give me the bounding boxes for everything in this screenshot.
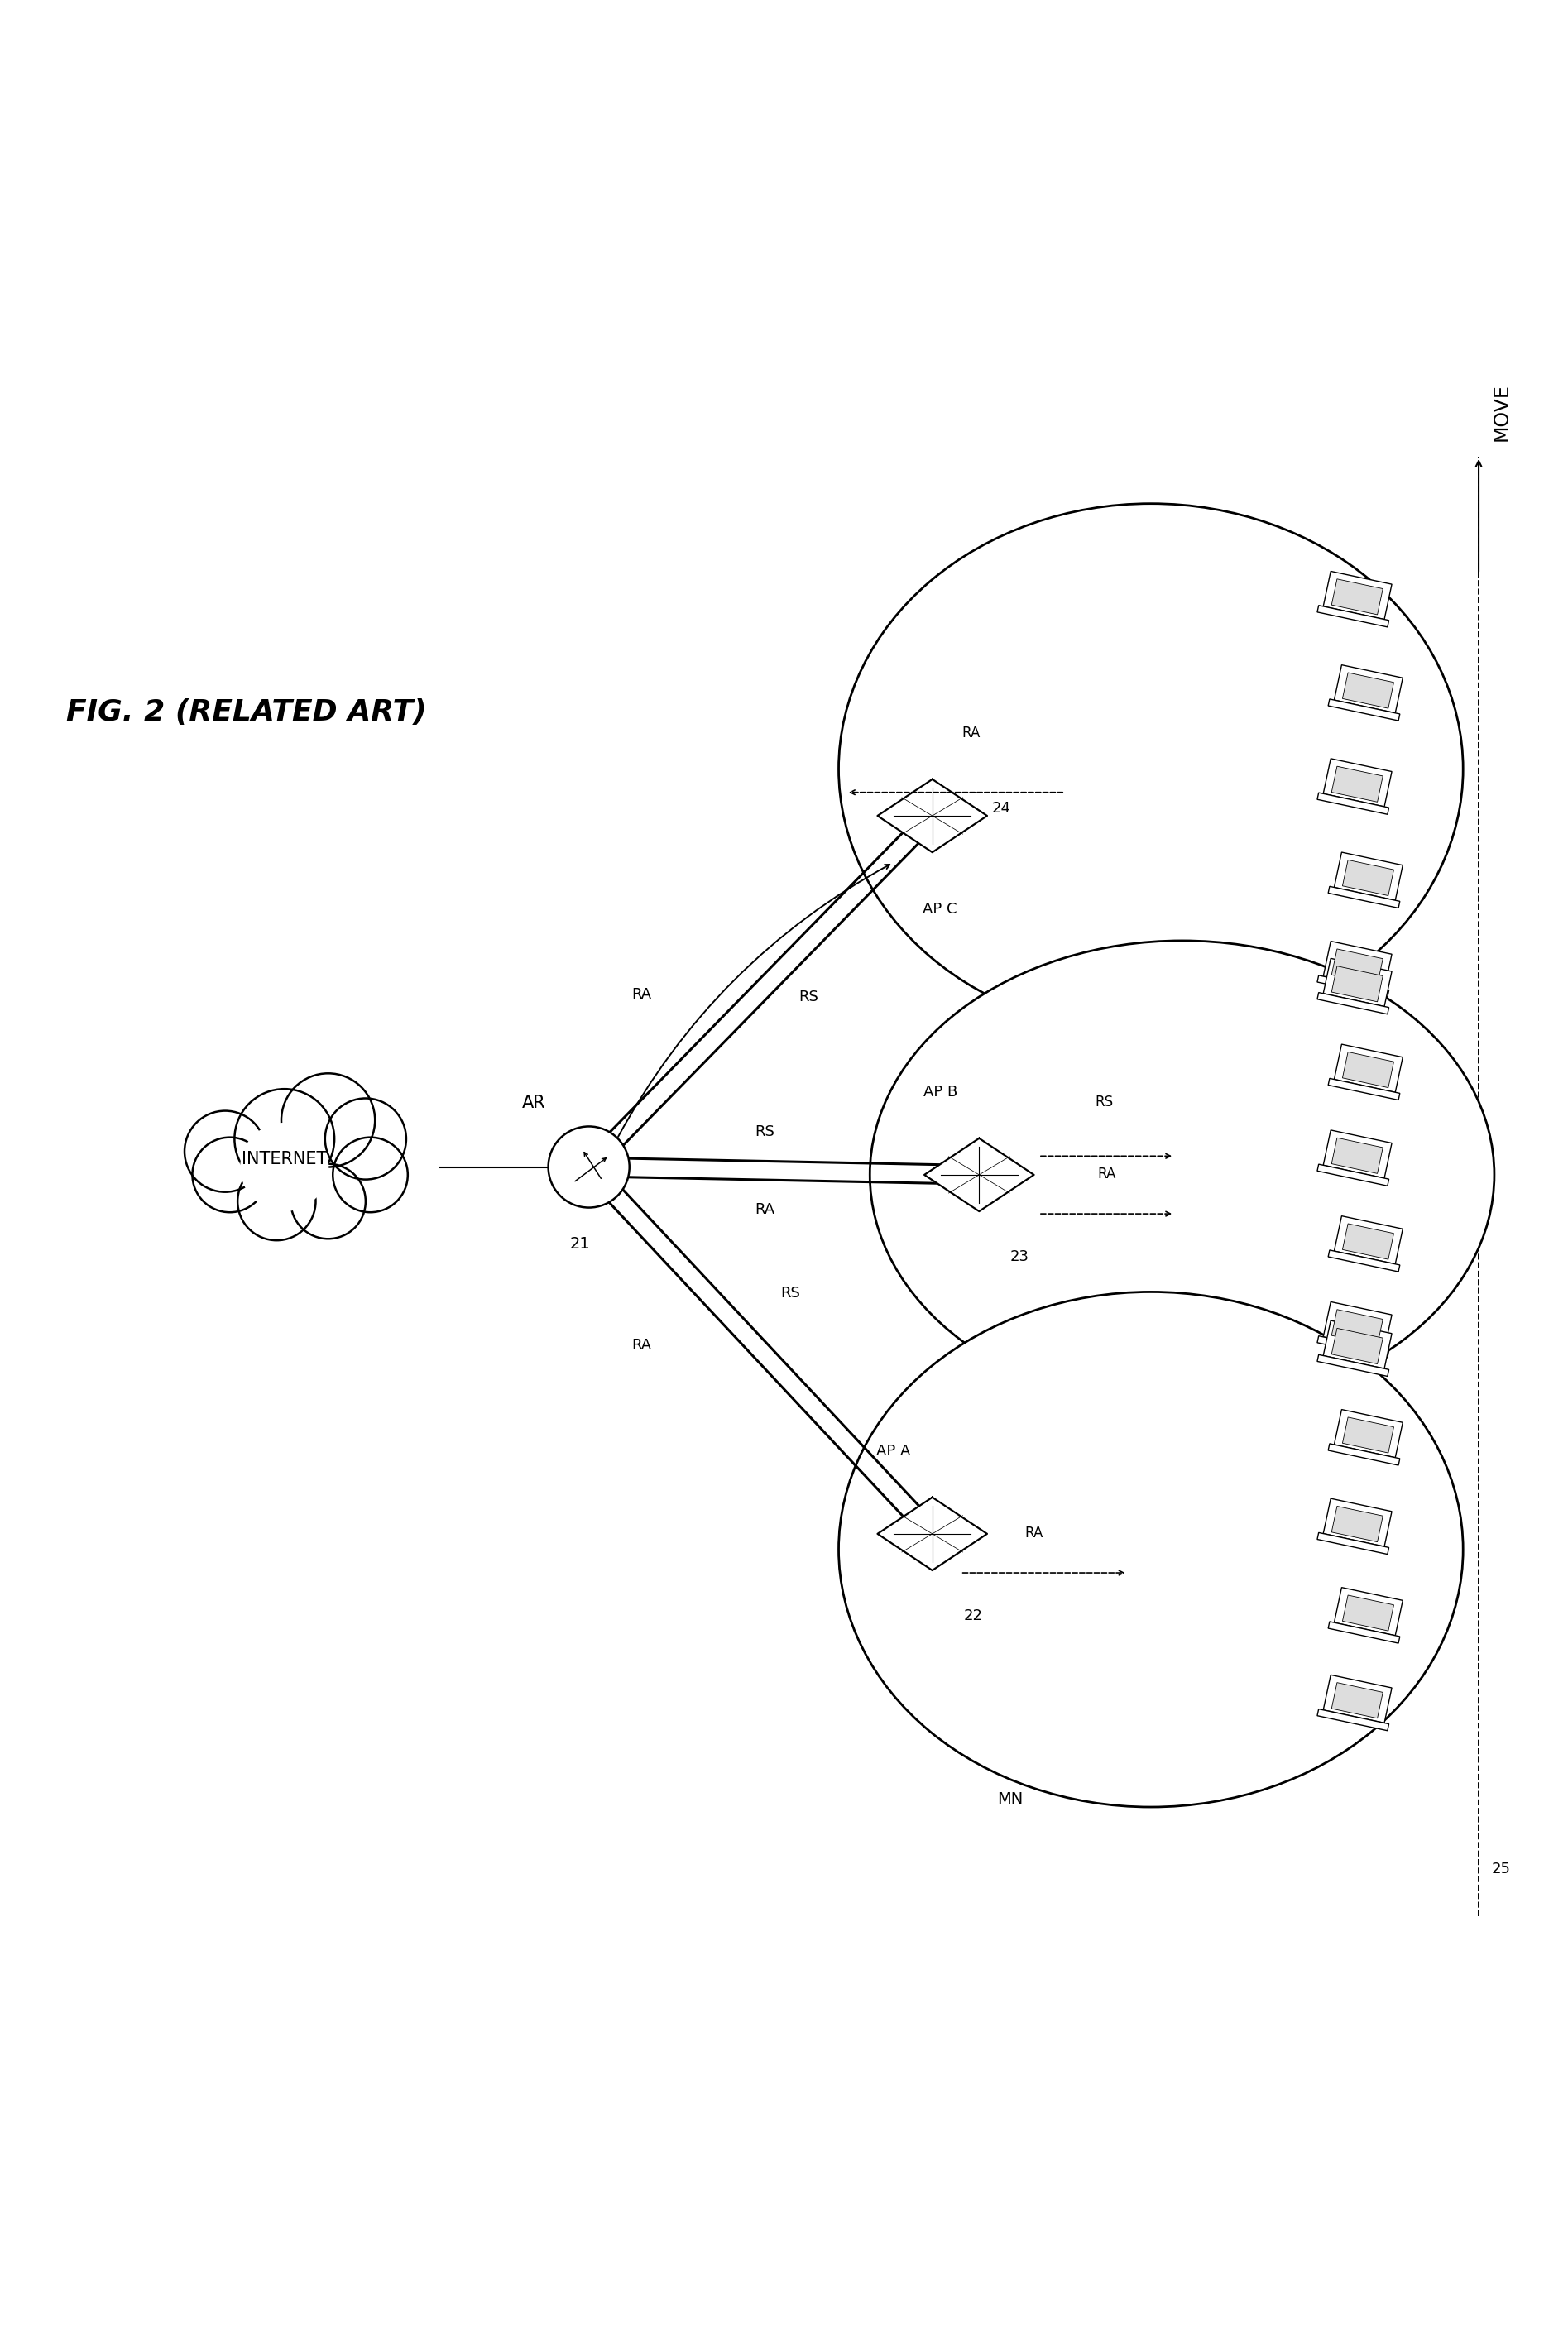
Polygon shape — [1334, 852, 1403, 901]
Text: RS: RS — [1094, 1095, 1113, 1109]
Polygon shape — [1323, 941, 1392, 990]
Polygon shape — [1334, 1410, 1403, 1459]
Polygon shape — [1323, 572, 1392, 619]
Polygon shape — [1323, 1321, 1392, 1368]
Ellipse shape — [839, 504, 1463, 1034]
Polygon shape — [1331, 950, 1383, 985]
Text: INTERNET: INTERNET — [241, 1151, 328, 1167]
Polygon shape — [1328, 700, 1400, 721]
Polygon shape — [1342, 1417, 1394, 1452]
Polygon shape — [1342, 1223, 1394, 1260]
Polygon shape — [1317, 1335, 1389, 1358]
Circle shape — [235, 1090, 334, 1188]
Polygon shape — [1317, 1354, 1389, 1377]
Text: AR: AR — [522, 1095, 546, 1111]
Text: RA: RA — [1098, 1167, 1116, 1181]
Polygon shape — [1323, 759, 1392, 808]
Text: RA: RA — [1024, 1526, 1043, 1540]
Ellipse shape — [839, 1293, 1463, 1807]
Polygon shape — [1331, 1137, 1383, 1174]
Polygon shape — [878, 1498, 988, 1571]
Text: FIG. 2 (RELATED ART): FIG. 2 (RELATED ART) — [66, 698, 426, 726]
Polygon shape — [1323, 1302, 1392, 1349]
Polygon shape — [1317, 794, 1389, 815]
Polygon shape — [1331, 766, 1383, 803]
Polygon shape — [1323, 1130, 1392, 1179]
Ellipse shape — [870, 941, 1494, 1410]
Polygon shape — [1328, 1251, 1400, 1272]
Polygon shape — [1331, 1328, 1383, 1363]
Text: 21: 21 — [571, 1235, 591, 1251]
Text: AP B: AP B — [924, 1085, 956, 1099]
Polygon shape — [1342, 1053, 1394, 1088]
Circle shape — [290, 1165, 365, 1239]
Polygon shape — [1334, 665, 1403, 712]
Polygon shape — [1317, 1165, 1389, 1186]
Text: RA: RA — [754, 1202, 775, 1216]
Polygon shape — [1334, 1216, 1403, 1265]
Polygon shape — [1334, 1043, 1403, 1092]
Polygon shape — [1317, 1708, 1389, 1729]
Polygon shape — [1328, 1078, 1400, 1099]
Polygon shape — [1317, 992, 1389, 1015]
Text: MN: MN — [997, 1790, 1024, 1807]
Circle shape — [325, 1099, 406, 1179]
Circle shape — [193, 1137, 267, 1211]
Polygon shape — [925, 1139, 1033, 1211]
Polygon shape — [1328, 1445, 1400, 1466]
Polygon shape — [1331, 1309, 1383, 1344]
Text: 25: 25 — [1491, 1863, 1510, 1877]
Text: RA: RA — [963, 726, 980, 740]
Text: AP C: AP C — [924, 901, 958, 917]
Polygon shape — [1323, 959, 1392, 1006]
Polygon shape — [1331, 1683, 1383, 1718]
Polygon shape — [1342, 672, 1394, 707]
Polygon shape — [1328, 1622, 1400, 1643]
Polygon shape — [1331, 966, 1383, 1001]
Text: RS: RS — [781, 1286, 800, 1300]
Text: RA: RA — [632, 987, 651, 1001]
Polygon shape — [1331, 579, 1383, 614]
Text: MOVE: MOVE — [1491, 383, 1512, 441]
Polygon shape — [1317, 976, 1389, 997]
Polygon shape — [1334, 1587, 1403, 1636]
Polygon shape — [1317, 1533, 1389, 1554]
Text: 24: 24 — [991, 801, 1011, 815]
Polygon shape — [1331, 1505, 1383, 1543]
Polygon shape — [1342, 1594, 1394, 1631]
Circle shape — [332, 1137, 408, 1211]
Circle shape — [549, 1127, 629, 1207]
Polygon shape — [1323, 1498, 1392, 1547]
Text: 23: 23 — [1010, 1249, 1029, 1265]
Polygon shape — [1317, 605, 1389, 628]
Polygon shape — [1328, 887, 1400, 908]
Text: AP A: AP A — [877, 1445, 911, 1459]
Polygon shape — [1323, 1676, 1392, 1722]
Circle shape — [241, 1123, 328, 1211]
Circle shape — [238, 1162, 315, 1239]
Text: 22: 22 — [963, 1608, 983, 1624]
Text: RS: RS — [800, 990, 818, 1004]
Polygon shape — [878, 780, 988, 852]
Circle shape — [281, 1074, 375, 1167]
Circle shape — [185, 1111, 265, 1193]
Text: RS: RS — [754, 1125, 775, 1139]
Text: RA: RA — [632, 1337, 651, 1354]
Polygon shape — [1342, 859, 1394, 896]
